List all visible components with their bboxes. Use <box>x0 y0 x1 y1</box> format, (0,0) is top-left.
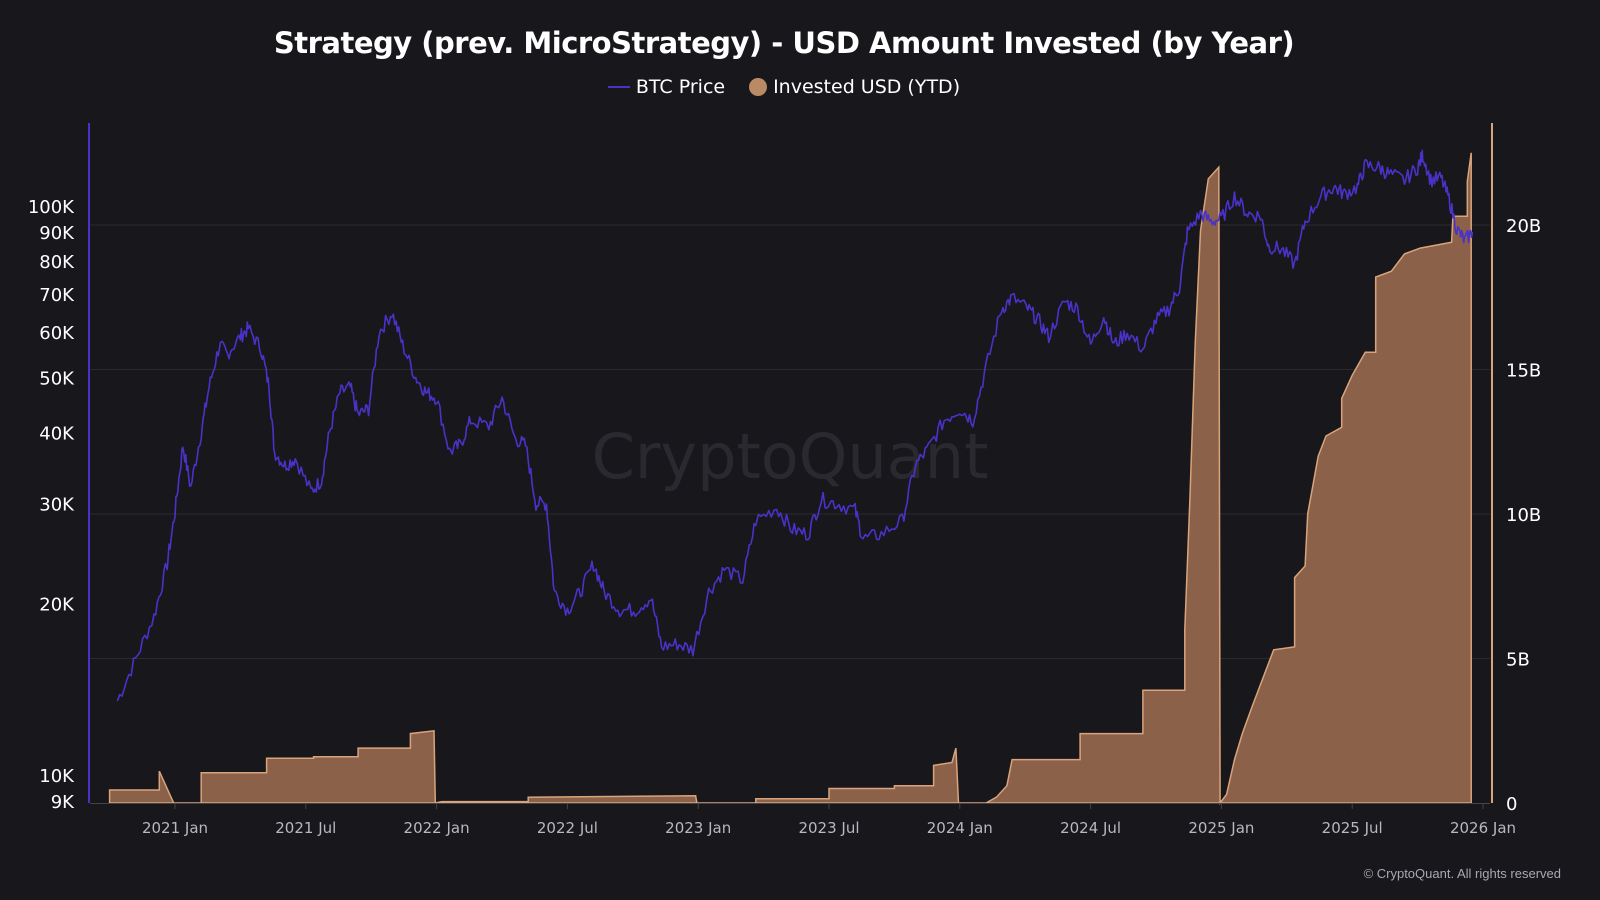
copyright: © CryptoQuant. All rights reserved <box>1363 866 1561 881</box>
left-tick-label: 60K <box>39 323 75 344</box>
invested-area-layer <box>108 152 1472 806</box>
right-tick-label: 0 <box>1506 794 1517 815</box>
legend-line-swatch <box>607 86 630 88</box>
right-tick-label: 20B <box>1506 216 1541 237</box>
legend-dot-swatch <box>749 78 768 96</box>
x-tick-label: 2024 Jan <box>927 819 993 837</box>
btc-line-layer <box>116 149 1474 702</box>
left-tick-label: 90K <box>39 223 75 244</box>
x-tick-label: 2023 Jan <box>665 819 731 837</box>
x-tick-label: 2024 Jul <box>1060 819 1121 837</box>
gridlines <box>90 224 1490 659</box>
left-tick-label: 70K <box>39 285 75 306</box>
left-tick-label: 100K <box>28 197 75 218</box>
x-tick-label: 2021 Jan <box>142 819 208 837</box>
right-tick-label: 15B <box>1506 361 1541 382</box>
legend-label: Invested USD (YTD) <box>773 76 961 98</box>
legend-item-btc-price[interactable]: BTC Price <box>607 76 726 98</box>
right-tick-label: 10B <box>1506 505 1541 526</box>
x-tick-label: 2025 Jul <box>1322 819 1383 837</box>
legend: BTC Price Invested USD (YTD) <box>0 76 1568 98</box>
btc-price-line <box>116 149 1474 702</box>
left-tick-label: 50K <box>39 368 75 389</box>
legend-label: BTC Price <box>635 76 726 98</box>
right-tick-label: 5B <box>1506 650 1530 671</box>
x-tick-label: 2025 Jan <box>1188 819 1254 837</box>
left-tick-label: 9K <box>51 792 75 813</box>
left-tick-label: 80K <box>39 252 75 273</box>
left-tick-label: 40K <box>39 423 75 444</box>
left-tick-label: 10K <box>39 766 75 787</box>
axes: 0 5B 10B 15B 20B 9K 10K 20K 30K 40K 50K 60K 70K 80K 90… <box>28 123 1541 837</box>
x-tick-label: 2022 Jul <box>537 819 598 837</box>
x-tick-label: 2022 Jan <box>404 819 470 837</box>
x-tick-label: 2023 Jul <box>798 819 859 837</box>
x-tick-label: 2026 Jan <box>1450 819 1516 837</box>
chart-title: Strategy (prev. MicroStrategy) - USD Amo… <box>273 26 1295 60</box>
invested-usd-area <box>108 152 1472 806</box>
left-tick-label: 20K <box>39 595 75 616</box>
x-tick-label: 2021 Jul <box>275 819 336 837</box>
legend-item-invested-usd[interactable]: Invested USD (YTD) <box>749 76 960 98</box>
left-tick-label: 30K <box>39 495 75 516</box>
watermark: CryptoQuant <box>592 420 989 493</box>
